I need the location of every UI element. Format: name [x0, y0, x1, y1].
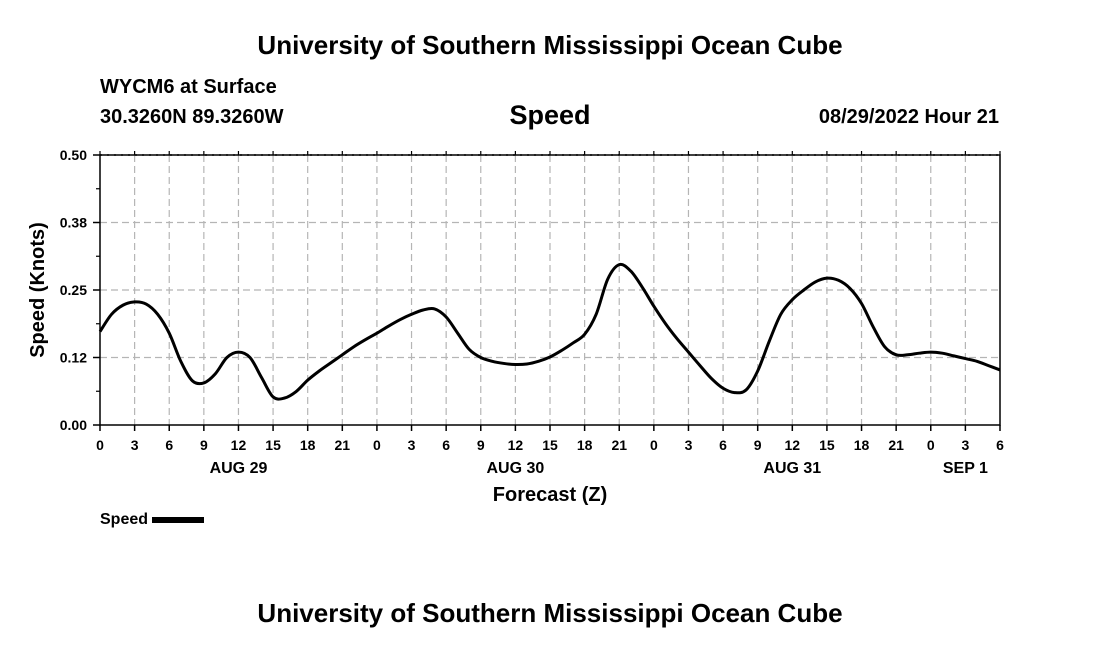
x-tick-label: 0 [373, 437, 381, 453]
x-tick-label: 21 [335, 437, 351, 453]
station-name: WYCM6 at Surface [100, 76, 277, 98]
x-tick-label: 3 [685, 437, 693, 453]
x-tick-label: 18 [577, 437, 593, 453]
y-axis-label: Speed (Knots) [27, 222, 49, 358]
x-tick-label: 6 [442, 437, 450, 453]
legend-label: Speed [100, 511, 149, 528]
x-tick-label: 15 [265, 437, 281, 453]
x-tick-label: 12 [785, 437, 801, 453]
x-day-label: AUG 29 [210, 460, 268, 477]
legend-swatch [152, 517, 205, 523]
x-tick-label: 18 [300, 437, 316, 453]
x-tick-label: 18 [854, 437, 870, 453]
x-tick-label: 0 [927, 437, 935, 453]
legend: Speed [100, 510, 205, 530]
x-tick-label: 21 [611, 437, 627, 453]
x-tick-label: 15 [542, 437, 558, 453]
x-day-label: AUG 30 [486, 460, 544, 477]
x-tick-label: 3 [131, 437, 139, 453]
axis-ticks: 0.00 0.12 0.25 0.38 0.50 0 3 6 9 12 15 18 21 0 3 6 9 12 15… [60, 147, 1004, 477]
x-tick-label: 9 [200, 437, 208, 453]
y-tick-label: 0.12 [60, 350, 87, 366]
y-tick-label: 0.50 [60, 147, 87, 163]
x-tick-label: 6 [996, 437, 1004, 453]
chart-marks [98, 262, 1001, 401]
x-tick-label: 9 [754, 437, 762, 453]
x-tick-label: 12 [231, 437, 247, 453]
x-tick-label: 0 [650, 437, 658, 453]
chart-title: Speed [509, 100, 591, 130]
y-tick-label: 0.00 [60, 417, 87, 433]
x-tick-label: 12 [508, 437, 524, 453]
x-day-label: AUG 31 [763, 460, 821, 477]
x-tick-label: 3 [408, 437, 416, 453]
x-tick-label: 6 [719, 437, 727, 453]
x-day-label: SEP 1 [943, 460, 988, 477]
main-title: University of Southern Mississippi Ocean… [257, 30, 843, 60]
forecast-date-hour: 08/29/2022 Hour 21 [818, 106, 999, 128]
station-coordinates: 30.3260N 89.3260W [100, 106, 284, 128]
y-tick-label: 0.38 [60, 215, 87, 231]
y-tick-label: 0.25 [60, 282, 87, 298]
x-axis-label: Forecast (Z) [493, 484, 607, 506]
x-tick-label: 15 [819, 437, 835, 453]
x-tick-label: 21 [888, 437, 904, 453]
x-tick-label: 9 [477, 437, 485, 453]
x-tick-label: 3 [961, 437, 969, 453]
footer-title: University of Southern Mississippi Ocean… [257, 598, 843, 628]
x-tick-label: 6 [165, 437, 173, 453]
grid-lines [100, 154, 1000, 425]
series-line-speed [98, 262, 1001, 401]
x-tick-label: 0 [96, 437, 104, 453]
